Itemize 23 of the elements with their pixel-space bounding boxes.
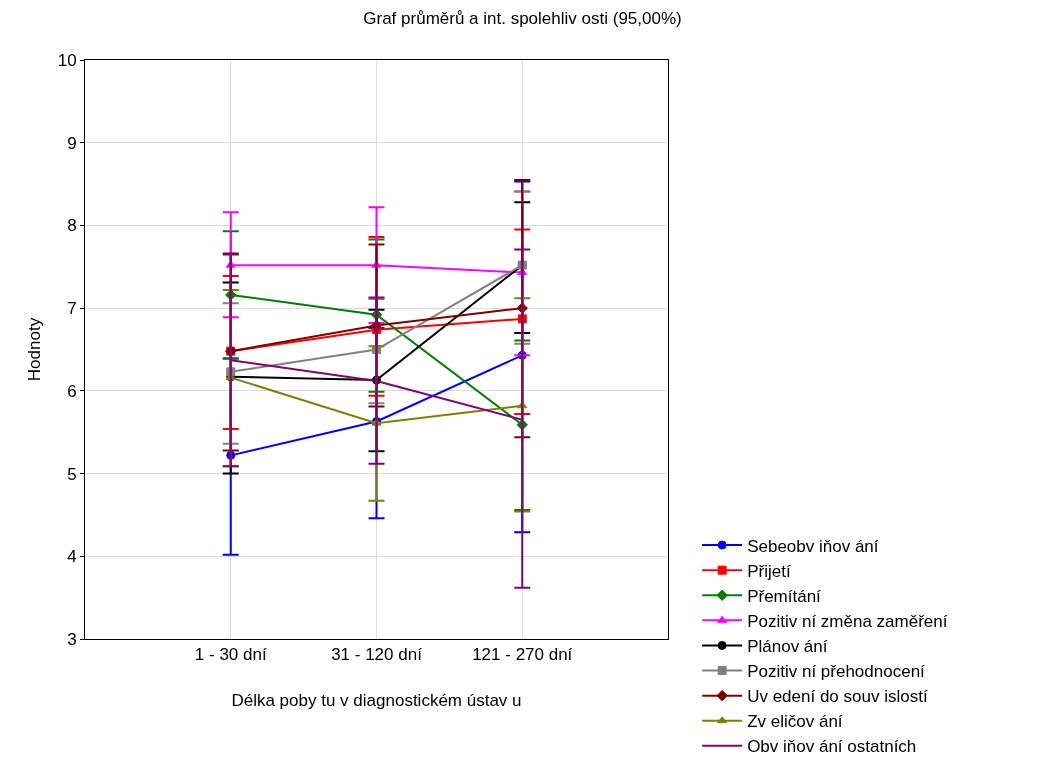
y-tick-label: 9 <box>67 133 77 153</box>
y-axis-title: Hodnoty <box>25 317 45 382</box>
legend-label: Uv edení do souv islostí <box>747 687 928 707</box>
y-tick-label: 4 <box>67 547 77 567</box>
y-tick-label: 8 <box>67 216 77 236</box>
y-tick-label: 3 <box>67 629 77 649</box>
x-tick-label: 121 - 270 dní <box>472 645 573 665</box>
legend-label: Plánov ání <box>747 637 828 657</box>
legend-label: Pozitiv ní přehodnocení <box>747 662 926 682</box>
y-tick-label: 10 <box>57 50 77 70</box>
legend-label: Sebeobv iňov ání <box>747 536 879 556</box>
legend-label: Přijetí <box>747 561 791 581</box>
legend-label: Zv eličov ání <box>747 712 843 732</box>
x-axis-title: Délka poby tu v diagnostickém ústav u <box>231 690 522 710</box>
legend-label: Přemítání <box>747 586 822 606</box>
legend-label: Pozitiv ní změna zaměření <box>747 611 948 631</box>
x-tick-label: 31 - 120 dní <box>331 645 423 665</box>
y-tick-label: 6 <box>67 381 77 401</box>
legend-label: Obv iňov ání ostatních <box>747 737 917 757</box>
chart-title: Graf průměrů a int. spolehliv osti (95,00%) <box>363 8 682 28</box>
y-tick-label: 5 <box>67 464 77 484</box>
y-tick-label: 7 <box>67 299 77 319</box>
x-tick-label: 1 - 30 dní <box>194 645 267 665</box>
